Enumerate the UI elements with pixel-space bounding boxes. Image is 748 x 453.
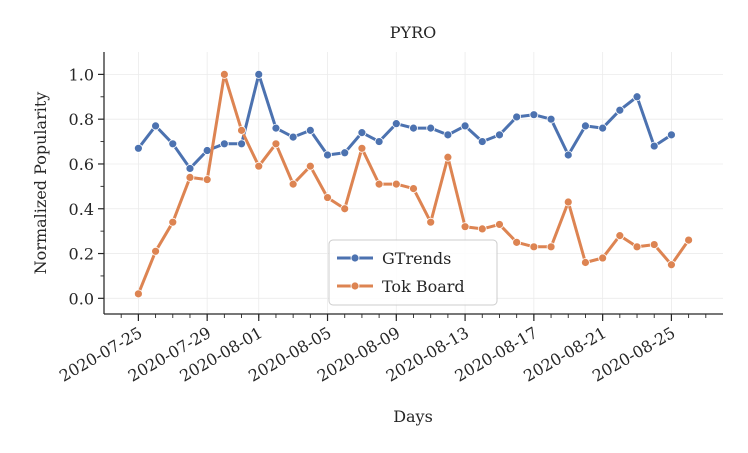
data-point-tok-board: [237, 125, 246, 135]
data-point-tok-board: [426, 217, 436, 227]
data-point-tok-board: [477, 224, 487, 234]
data-point-gtrends: [254, 69, 264, 79]
data-point-gtrends: [237, 139, 246, 149]
data-point-tok-board: [598, 253, 608, 263]
legend-label-tok-board: Tok Board: [382, 277, 465, 296]
data-point-gtrends: [288, 132, 298, 142]
data-point-tok-board: [185, 173, 195, 182]
series-line-gtrends: [136, 72, 673, 170]
data-point-tok-board: [151, 246, 160, 256]
data-point-gtrends: [598, 123, 608, 133]
data-point-gtrends: [185, 164, 195, 173]
data-point-gtrends: [374, 137, 384, 146]
data-point-gtrends: [323, 150, 332, 160]
data-point-tok-board: [546, 242, 556, 252]
data-point-tok-board: [409, 184, 418, 193]
data-point-tok-board: [219, 69, 229, 79]
data-point-tok-board: [168, 217, 178, 227]
data-point-tok-board: [667, 260, 676, 270]
data-point-gtrends: [512, 112, 522, 122]
data-point-tok-board: [495, 220, 504, 229]
data-point-gtrends: [563, 150, 573, 160]
x-axis-label: Days: [393, 407, 433, 426]
data-point-gtrends: [581, 121, 590, 131]
data-point-tok-board: [340, 204, 350, 214]
data-point-gtrends: [151, 121, 160, 131]
data-point-tok-board: [581, 258, 590, 267]
data-point-gtrends: [477, 137, 487, 146]
data-point-tok-board: [202, 175, 212, 185]
data-point-tok-board: [391, 179, 401, 189]
data-point-tok-board: [357, 143, 367, 153]
data-point-tok-board: [443, 152, 453, 162]
data-point-gtrends: [357, 128, 367, 138]
data-point-gtrends: [391, 119, 401, 129]
data-point-tok-board: [684, 235, 694, 245]
data-point-tok-board: [288, 179, 298, 189]
data-point-gtrends: [667, 130, 676, 140]
y-tick-label: 0.0: [69, 289, 94, 308]
data-point-tok-board: [374, 179, 384, 189]
data-point-tok-board: [529, 242, 539, 252]
legend-label-gtrends: GTrends: [382, 249, 451, 268]
y-tick-label: 1.0: [69, 65, 94, 84]
data-point-gtrends: [409, 123, 418, 133]
y-tick-label: 0.6: [69, 155, 94, 174]
data-point-gtrends: [460, 121, 470, 131]
data-point-gtrends: [443, 130, 453, 140]
legend-marker-gtrends: [350, 253, 360, 263]
data-point-gtrends: [649, 141, 659, 151]
chart-title: PYRO: [390, 23, 437, 42]
data-point-tok-board: [615, 231, 625, 241]
legend: GTrends Tok Board: [328, 239, 498, 306]
data-point-tok-board: [512, 237, 522, 247]
data-point-gtrends: [202, 146, 212, 155]
y-tick-label: 0.4: [69, 200, 94, 219]
legend-frame: [328, 239, 498, 306]
data-point-gtrends: [632, 92, 642, 102]
data-point-tok-board: [632, 242, 642, 252]
data-point-tok-board: [563, 197, 573, 207]
y-tick-label: 0.8: [69, 110, 94, 129]
data-point-gtrends: [305, 125, 315, 135]
data-point-tok-board: [133, 289, 143, 299]
data-point-gtrends: [615, 105, 625, 115]
data-point-gtrends: [168, 139, 178, 149]
data-point-tok-board: [254, 161, 264, 171]
data-point-tok-board: [305, 161, 315, 171]
data-point-tok-board: [460, 222, 470, 232]
data-point-gtrends: [133, 143, 143, 153]
data-point-gtrends: [340, 148, 350, 158]
series-gtrends: [133, 69, 676, 173]
legend-marker-tok-board: [350, 281, 360, 291]
data-point-tok-board: [271, 139, 281, 149]
data-point-gtrends: [546, 114, 556, 124]
data-point-gtrends: [426, 123, 436, 133]
data-point-gtrends: [271, 123, 281, 133]
data-point-tok-board: [649, 240, 659, 249]
tick-layer: 0.00.20.40.60.81.02020-07-252020-07-2920…: [56, 65, 707, 386]
grid-layer: [104, 52, 723, 314]
data-point-gtrends: [495, 130, 504, 140]
series-tok-board: [133, 69, 694, 299]
series-layer: [133, 69, 694, 299]
data-point-tok-board: [323, 193, 332, 202]
data-point-gtrends: [529, 110, 539, 120]
y-tick-label: 0.2: [69, 245, 94, 264]
data-point-gtrends: [219, 139, 229, 149]
y-axis-label: Normalized Popularity: [31, 92, 50, 275]
